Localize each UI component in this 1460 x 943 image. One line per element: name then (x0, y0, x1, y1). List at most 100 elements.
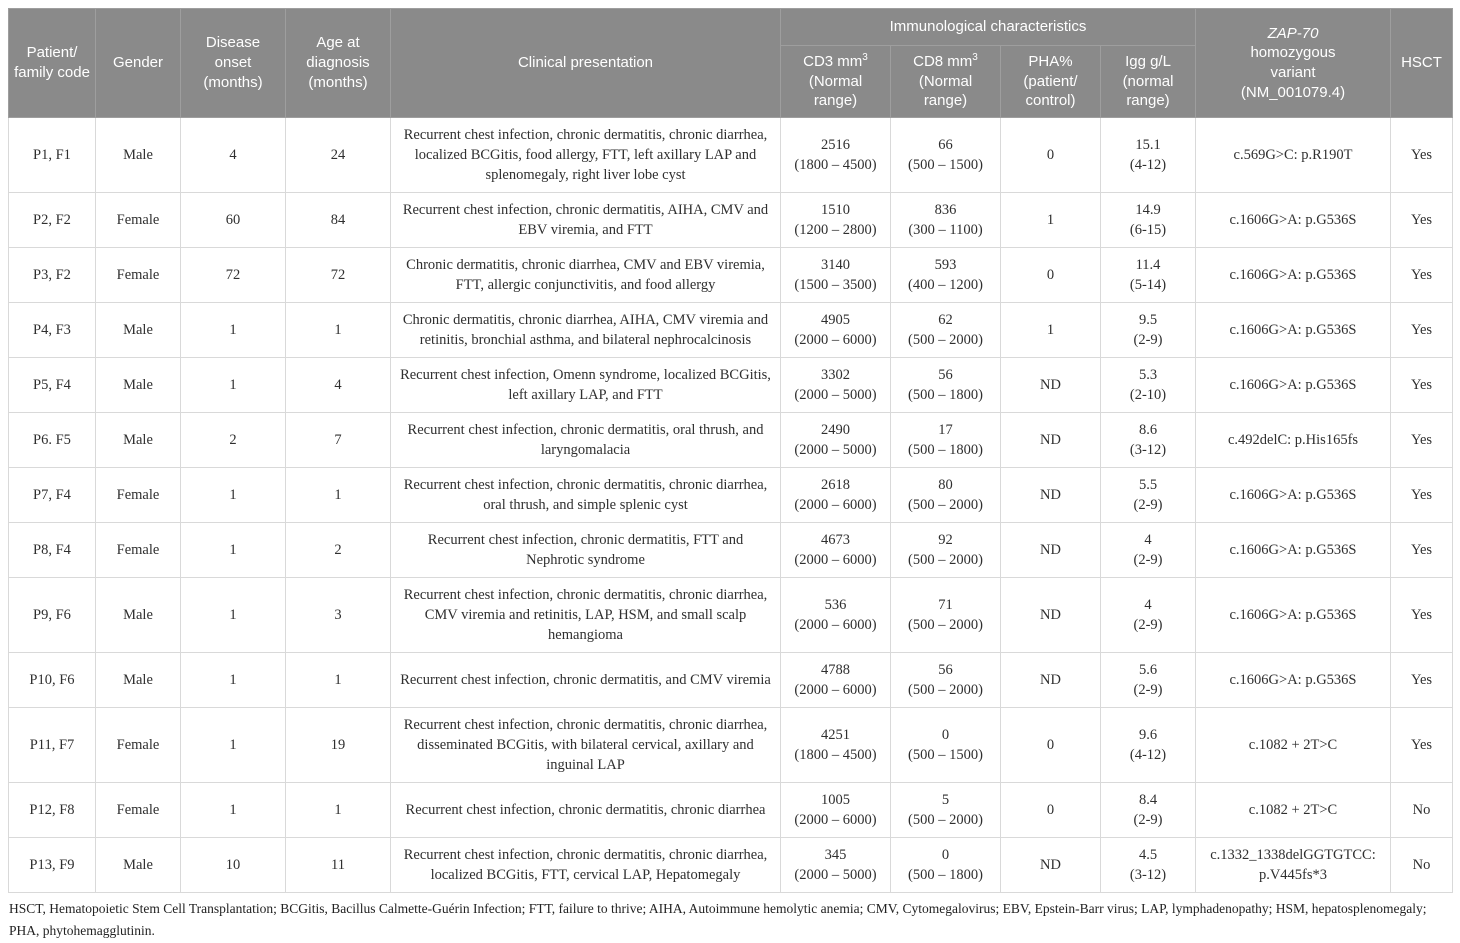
clinical-presentation-cell: Recurrent chest infection, chronic derma… (390, 782, 781, 839)
igg-label: Igg g/L (1125, 52, 1171, 70)
table-row: P5, F4 Male 1 4 Recurrent chest infection, O… (8, 357, 1453, 414)
pha-cell: ND (1000, 652, 1101, 709)
header-zap70-variant: ZAP-70 homozygous variant (NM_001079.4) (1195, 7, 1391, 119)
cell-value: 8.6 (1138, 422, 1158, 439)
pha-cell: ND (1000, 837, 1101, 894)
table-row: P11, F7 Female 1 19 Recurrent chest infectio… (8, 707, 1453, 784)
cell-normal-range: (3-12) (1129, 867, 1167, 884)
table-row: P4, F3 Male 1 1 Chronic dermatitis, chronic … (8, 302, 1453, 359)
table-row: P3, F2 Female 72 72 Chronic dermatitis, chro… (8, 247, 1453, 304)
zap70-variant-cell: c.1332_1338delGGTGTCC: p.V445fs*3 (1195, 837, 1391, 894)
age-at-diagnosis-cell: 1 (285, 652, 391, 709)
clinical-presentation-cell: Recurrent chest infection, chronic derma… (390, 707, 781, 784)
header-patient-code: Patient/ family code (8, 7, 96, 119)
cell-value: 92 (938, 532, 953, 549)
cd8-cell: 593 (400 – 1200) (890, 247, 1001, 304)
zap70-variant-cell: c.492delC: p.His165fs (1195, 412, 1391, 469)
pha-cell: ND (1000, 522, 1101, 579)
age-at-diagnosis-cell: 1 (285, 302, 391, 359)
table-row: P7, F4 Female 1 1 Recurrent chest infection,… (8, 467, 1453, 524)
igg-cell: 9.6 (4-12) (1100, 707, 1196, 784)
pha-cell: 0 (1000, 707, 1101, 784)
igg-cell: 5.3 (2-10) (1100, 357, 1196, 414)
cell-value: 3302 (821, 367, 850, 384)
table-row: P1, F1 Male 4 24 Recurrent chest infection, … (8, 117, 1453, 194)
cell-value: 5.3 (1138, 367, 1158, 384)
pha-cell: ND (1000, 577, 1101, 654)
zap70-line3: variant (1270, 64, 1316, 82)
clinical-presentation-cell: Chronic dermatitis, chronic diarrhea, AI… (390, 302, 781, 359)
zap70-variant-cell: c.1606G>A: p.G536S (1195, 577, 1391, 654)
cd3-cell: 345 (2000 – 5000) (780, 837, 891, 894)
gender-cell: Female (95, 467, 181, 524)
cell-normal-range: (5-14) (1129, 277, 1167, 294)
cell-normal-range: (4-12) (1129, 157, 1167, 174)
clinical-presentation-cell: Recurrent chest infection, chronic derma… (390, 837, 781, 894)
disease-onset-cell: 1 (180, 707, 286, 784)
cell-normal-range: (2000 – 6000) (794, 682, 877, 699)
clinical-presentation-cell: Recurrent chest infection, chronic derma… (390, 652, 781, 709)
cd8-cell: 71 (500 – 2000) (890, 577, 1001, 654)
patient-code-cell: P7, F4 (8, 467, 96, 524)
patient-code-cell: P5, F4 (8, 357, 96, 414)
cell-value: 2516 (821, 137, 850, 154)
pha-label: PHA% (1028, 52, 1073, 70)
cell-normal-range: (2000 – 5000) (794, 867, 877, 884)
hsct-cell: Yes (1390, 412, 1453, 469)
cell-value: 66 (938, 137, 953, 154)
disease-onset-cell: 1 (180, 652, 286, 709)
header-hsct: HSCT (1390, 7, 1453, 119)
cell-value: 1510 (821, 202, 850, 219)
cell-value: 4 (1144, 532, 1152, 549)
disease-onset-cell: 60 (180, 192, 286, 249)
igg-cell: 8.4 (2-9) (1100, 782, 1196, 839)
hsct-cell: Yes (1390, 577, 1453, 654)
cell-value: 5.5 (1138, 477, 1158, 494)
cell-value: 3140 (821, 257, 850, 274)
zap70-line2: homozygous (1250, 44, 1336, 62)
cell-normal-range: (500 – 2000) (908, 682, 983, 699)
igg-cell: 4 (2-9) (1100, 522, 1196, 579)
zap70-variant-cell: c.1606G>A: p.G536S (1195, 652, 1391, 709)
cell-value: 5.6 (1138, 662, 1158, 679)
hsct-cell: Yes (1390, 522, 1453, 579)
igg-cell: 4.5 (3-12) (1100, 837, 1196, 894)
cell-value: 2490 (821, 422, 850, 439)
cell-value: 14.9 (1135, 202, 1161, 219)
cell-value: 836 (934, 202, 957, 219)
gender-cell: Male (95, 117, 181, 194)
gender-cell: Male (95, 577, 181, 654)
cd3-cell: 4673 (2000 – 6000) (780, 522, 891, 579)
cell-value: 0 (941, 847, 950, 864)
table-row: P13, F9 Male 10 11 Recurrent chest infection… (8, 837, 1453, 894)
patient-code-cell: P4, F3 (8, 302, 96, 359)
cell-normal-range: (2-10) (1129, 387, 1167, 404)
igg-cell: 5.6 (2-9) (1100, 652, 1196, 709)
cd3-cell: 4251 (1800 – 4500) (780, 707, 891, 784)
cell-value: 15.1 (1135, 137, 1161, 154)
age-at-diagnosis-cell: 1 (285, 782, 391, 839)
hsct-cell: No (1390, 837, 1453, 894)
pha-cell: ND (1000, 412, 1101, 469)
disease-onset-cell: 1 (180, 522, 286, 579)
cell-normal-range: (500 – 2000) (908, 617, 983, 634)
pha-cell: 1 (1000, 302, 1101, 359)
disease-onset-cell: 2 (180, 412, 286, 469)
hsct-cell: Yes (1390, 652, 1453, 709)
header-gender: Gender (95, 7, 181, 119)
zap70-variant-cell: c.1606G>A: p.G536S (1195, 302, 1391, 359)
header-age-at-diagnosis: Age at diagnosis (months) (285, 7, 391, 119)
clinical-presentation-cell: Recurrent chest infection, chronic derma… (390, 577, 781, 654)
cell-value: 9.5 (1138, 312, 1158, 329)
cell-value: 4905 (821, 312, 850, 329)
hsct-cell: Yes (1390, 707, 1453, 784)
cell-normal-range: (2000 – 6000) (794, 552, 877, 569)
clinical-presentation-cell: Recurrent chest infection, chronic derma… (390, 117, 781, 194)
gender-cell: Male (95, 357, 181, 414)
gender-cell: Male (95, 652, 181, 709)
clinical-presentation-cell: Chronic dermatitis, chronic diarrhea, CM… (390, 247, 781, 304)
gender-cell: Male (95, 837, 181, 894)
cell-value: 71 (938, 597, 953, 614)
cell-normal-range: (500 – 2000) (908, 552, 983, 569)
cell-value: 56 (938, 367, 953, 384)
